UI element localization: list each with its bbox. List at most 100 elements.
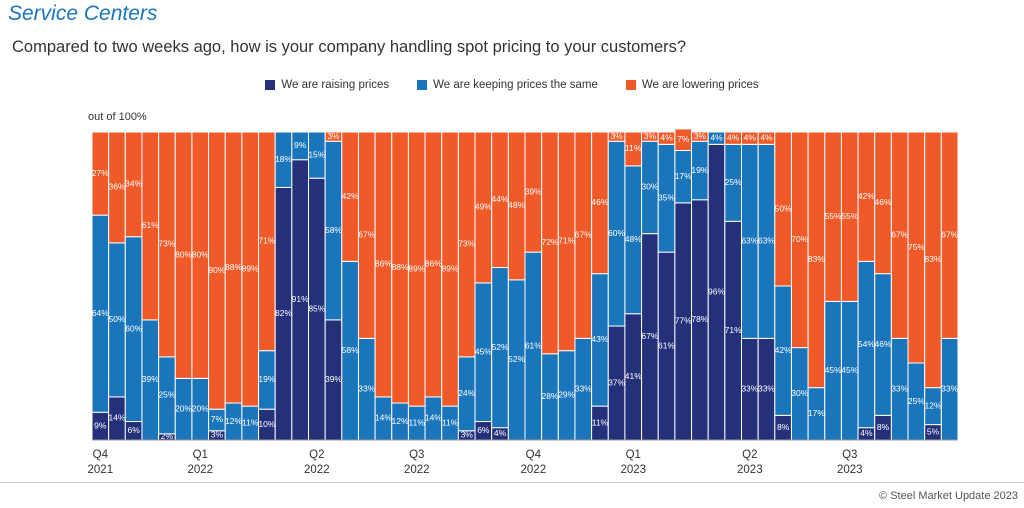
data-label: 55% bbox=[825, 211, 842, 221]
data-label: 9% bbox=[294, 140, 307, 150]
data-label: 19% bbox=[258, 374, 275, 384]
data-label: 11% bbox=[625, 143, 642, 153]
data-label: 71% bbox=[725, 325, 742, 335]
data-label: 88% bbox=[225, 262, 242, 272]
data-label: 4% bbox=[710, 132, 723, 142]
data-label: 15% bbox=[308, 149, 325, 159]
data-label: 46% bbox=[591, 197, 608, 207]
data-label: 4% bbox=[727, 132, 740, 142]
data-label: 71% bbox=[258, 236, 275, 246]
legend-item: We are lowering prices bbox=[625, 79, 759, 91]
data-label: 72% bbox=[541, 237, 558, 247]
y-axis-label: out of 100% bbox=[88, 111, 147, 123]
data-label: 46% bbox=[875, 339, 892, 349]
chart-subtitle: Compared to two weeks ago, how is your c… bbox=[12, 38, 687, 56]
legend-label: We are raising prices bbox=[281, 79, 390, 91]
x-tick-label: Q2 2022 bbox=[304, 449, 330, 476]
data-label: 61% bbox=[142, 220, 159, 230]
data-label: 67% bbox=[941, 229, 958, 239]
data-label: 61% bbox=[658, 340, 675, 350]
data-label: 85% bbox=[308, 303, 325, 313]
data-label: 11% bbox=[442, 417, 459, 427]
legend-label: We are keeping prices the same bbox=[433, 79, 598, 91]
data-label: 11% bbox=[242, 417, 259, 427]
data-label: 4% bbox=[860, 428, 873, 438]
legend-label: We are lowering prices bbox=[641, 79, 759, 91]
data-label: 4% bbox=[744, 132, 757, 142]
x-tick-label: Q3 2023 bbox=[836, 449, 863, 476]
data-label: 64% bbox=[92, 308, 109, 318]
data-label: 19% bbox=[691, 165, 708, 175]
data-label: 67% bbox=[641, 331, 658, 341]
source: © Steel Market Update 2023 bbox=[879, 490, 1018, 502]
data-label: 77% bbox=[675, 316, 692, 326]
data-label: 96% bbox=[708, 286, 725, 296]
data-label: 39% bbox=[525, 186, 542, 196]
data-label: 45% bbox=[841, 365, 858, 375]
data-label: 73% bbox=[458, 239, 475, 249]
data-label: 8% bbox=[777, 422, 790, 432]
footer-rule bbox=[0, 482, 1024, 483]
data-label: 60% bbox=[125, 323, 142, 333]
data-label: 63% bbox=[741, 236, 758, 246]
data-label: 20% bbox=[175, 403, 192, 413]
x-tick-label: Q4 2022 bbox=[520, 449, 547, 476]
data-label: 2% bbox=[161, 431, 174, 441]
data-label: 48% bbox=[625, 234, 642, 244]
data-label: 4% bbox=[494, 428, 507, 438]
legend-swatch bbox=[265, 80, 276, 90]
data-label: 83% bbox=[808, 254, 825, 264]
data-label: 3% bbox=[211, 430, 224, 440]
data-label: 17% bbox=[808, 408, 825, 418]
data-label: 30% bbox=[791, 388, 808, 398]
data-label: 45% bbox=[475, 346, 492, 356]
data-label: 86% bbox=[375, 259, 392, 269]
data-label: 14% bbox=[375, 413, 392, 423]
data-label: 33% bbox=[758, 383, 775, 393]
data-label: 33% bbox=[358, 383, 375, 393]
data-label: 83% bbox=[925, 254, 942, 264]
data-label: 49% bbox=[475, 202, 492, 212]
data-label: 43% bbox=[591, 334, 608, 344]
data-label: 18% bbox=[275, 154, 292, 164]
data-label: 89% bbox=[242, 263, 259, 273]
data-label: 12% bbox=[925, 400, 942, 410]
data-label: 11% bbox=[592, 417, 609, 427]
data-label: 9% bbox=[94, 420, 107, 430]
data-label: 71% bbox=[558, 236, 575, 246]
data-label: 33% bbox=[891, 383, 908, 393]
data-label: 42% bbox=[342, 191, 359, 201]
data-label: 29% bbox=[558, 390, 575, 400]
x-tick-label: Q4 2021 bbox=[87, 449, 114, 476]
data-label: 70% bbox=[791, 234, 808, 244]
data-label: 73% bbox=[158, 239, 175, 249]
data-label: 12% bbox=[225, 416, 242, 426]
data-label: 5% bbox=[927, 427, 940, 437]
data-label: 61% bbox=[525, 340, 542, 350]
data-label: 6% bbox=[477, 425, 490, 435]
data-label: 28% bbox=[541, 391, 558, 401]
data-label: 20% bbox=[192, 403, 209, 413]
data-label: 4% bbox=[660, 132, 673, 142]
data-label: 44% bbox=[492, 194, 509, 204]
data-label: 25% bbox=[725, 177, 742, 187]
data-label: 39% bbox=[142, 374, 159, 384]
data-label: 33% bbox=[941, 383, 958, 393]
data-label: 6% bbox=[127, 425, 140, 435]
data-label: 89% bbox=[408, 263, 425, 273]
data-label: 75% bbox=[908, 242, 925, 252]
data-label: 45% bbox=[825, 365, 842, 375]
data-label: 14% bbox=[108, 413, 125, 423]
data-label: 67% bbox=[575, 229, 592, 239]
data-label: 3% bbox=[327, 131, 340, 141]
data-label: 86% bbox=[425, 259, 442, 269]
data-label: 3% bbox=[610, 131, 623, 141]
data-label: 58% bbox=[342, 345, 359, 355]
bar-segment bbox=[940, 131, 959, 339]
data-label: 37% bbox=[608, 377, 625, 387]
data-label: 50% bbox=[775, 203, 792, 213]
data-label: 90% bbox=[208, 265, 225, 275]
data-label: 67% bbox=[358, 229, 375, 239]
data-label: 48% bbox=[508, 200, 525, 210]
